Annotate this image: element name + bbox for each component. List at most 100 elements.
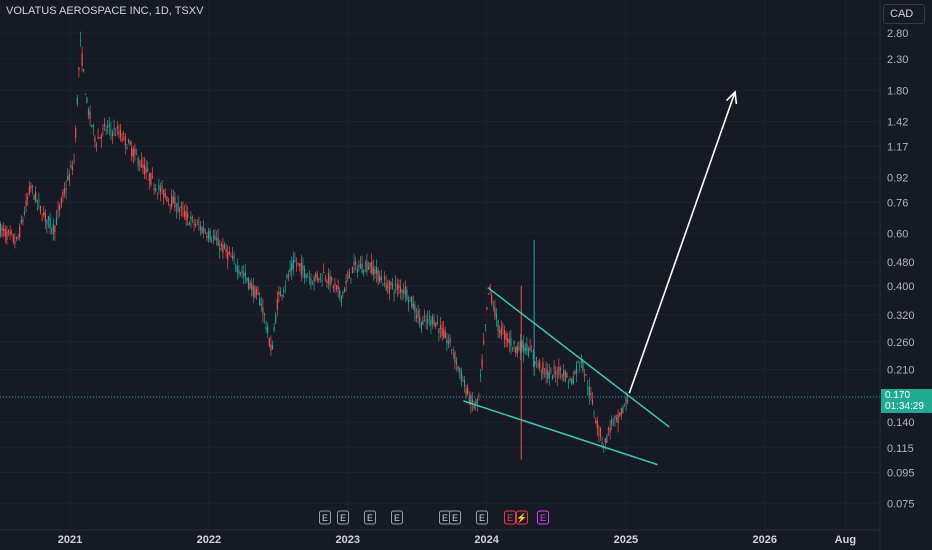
earnings-events[interactable]: E E E E E E E E ⚡ E bbox=[319, 510, 549, 525]
candle-body bbox=[70, 165, 72, 168]
candle-body bbox=[11, 232, 13, 234]
candle-body bbox=[502, 329, 504, 330]
candle-body bbox=[235, 267, 237, 269]
bar-countdown: 01:34:29 bbox=[885, 401, 924, 412]
earnings-badge-box[interactable] bbox=[449, 510, 461, 525]
candle-body bbox=[142, 164, 144, 168]
candle-body bbox=[159, 187, 162, 193]
currency-button[interactable]: CAD bbox=[883, 4, 925, 24]
earnings-badge-box[interactable] bbox=[537, 510, 549, 525]
candle-body bbox=[204, 232, 206, 234]
earnings-badge[interactable]: E bbox=[337, 510, 349, 525]
candle-body bbox=[262, 307, 264, 314]
earnings-badge[interactable]: E bbox=[537, 510, 549, 525]
candle-body bbox=[110, 130, 112, 131]
candle-body bbox=[404, 286, 406, 295]
earnings-badge[interactable]: E bbox=[364, 510, 376, 525]
candle-body bbox=[572, 376, 574, 384]
earnings-badge[interactable]: E bbox=[504, 510, 516, 525]
earnings-badge-box[interactable] bbox=[337, 510, 349, 525]
earnings-badge-box[interactable] bbox=[391, 510, 403, 525]
candle-body bbox=[495, 313, 498, 320]
earnings-badge-box[interactable] bbox=[364, 510, 376, 525]
candle-body bbox=[521, 341, 523, 349]
candle-body bbox=[347, 277, 349, 279]
candle-body bbox=[182, 208, 184, 209]
candle-body bbox=[212, 236, 214, 238]
candle-body bbox=[12, 234, 14, 242]
candle-body bbox=[108, 124, 110, 127]
y-tick-label: 0.115 bbox=[887, 443, 914, 455]
arrow-shaft[interactable] bbox=[628, 91, 736, 394]
candle-body bbox=[311, 284, 314, 285]
candle-body bbox=[166, 196, 168, 202]
earnings-badge[interactable]: E bbox=[319, 510, 331, 525]
earnings-badge[interactable]: E bbox=[439, 510, 451, 525]
candle-body bbox=[9, 231, 11, 235]
earnings-badge[interactable]: E bbox=[476, 510, 488, 525]
earnings-badge-box[interactable] bbox=[516, 510, 528, 525]
earnings-badge-label: E bbox=[394, 513, 400, 523]
candle-body bbox=[129, 141, 131, 145]
candle-body bbox=[574, 371, 576, 374]
last-price-value: 0.170 bbox=[885, 390, 911, 401]
candle-body bbox=[134, 148, 136, 154]
candle-body bbox=[171, 195, 173, 207]
trendlines[interactable] bbox=[463, 286, 670, 466]
candle-body bbox=[609, 428, 611, 432]
candle-body bbox=[427, 318, 429, 324]
candlestick-series bbox=[0, 31, 629, 460]
candle-body bbox=[481, 359, 483, 368]
candle-body bbox=[358, 265, 360, 267]
candle-body bbox=[375, 266, 378, 274]
candle-body bbox=[68, 174, 70, 181]
candle-body bbox=[54, 225, 56, 233]
earnings-badge-box[interactable] bbox=[476, 510, 488, 525]
candle-body bbox=[115, 135, 117, 136]
candle-body bbox=[103, 123, 106, 126]
candle-body bbox=[446, 339, 448, 344]
candle-body bbox=[271, 345, 274, 350]
candle-body bbox=[27, 197, 29, 199]
candle-body bbox=[206, 236, 208, 238]
candle-body bbox=[415, 315, 418, 319]
candle-body bbox=[35, 191, 37, 202]
candle-body bbox=[183, 211, 186, 217]
candle-body bbox=[612, 418, 614, 420]
y-tick-label: 0.095 bbox=[887, 468, 915, 480]
projection-arrow[interactable] bbox=[628, 90, 738, 394]
candle-body bbox=[127, 139, 130, 143]
candle-body bbox=[7, 230, 10, 232]
candle-body bbox=[105, 129, 107, 131]
candle-body bbox=[20, 219, 22, 224]
candle-body bbox=[566, 373, 568, 378]
price-axis[interactable]: 2.80 2.30 1.80 1.42 1.17 0.92 0.76 0.60 0.480 0.4… bbox=[879, 0, 915, 550]
candle-body bbox=[23, 211, 26, 215]
candle-body bbox=[116, 126, 118, 129]
candle-body bbox=[270, 344, 272, 351]
candle-body bbox=[51, 228, 53, 230]
trendline-lower[interactable] bbox=[463, 400, 658, 466]
candle-body bbox=[353, 261, 355, 266]
candle-body bbox=[55, 217, 58, 225]
arrow-head[interactable] bbox=[725, 90, 738, 105]
earnings-badge[interactable]: ⚡ bbox=[516, 510, 528, 525]
time-axis[interactable]: 2021 2022 2023 2024 2025 2026 Aug bbox=[0, 529, 880, 546]
earnings-badge-box[interactable] bbox=[319, 510, 331, 525]
candle-body bbox=[63, 188, 66, 194]
candle-body bbox=[619, 412, 621, 416]
candle-body bbox=[385, 283, 387, 291]
candle-body bbox=[131, 148, 133, 157]
candle-body bbox=[601, 442, 603, 444]
candle-body bbox=[79, 39, 82, 41]
candle-body bbox=[174, 197, 176, 208]
earnings-badge-box[interactable] bbox=[504, 510, 516, 525]
candle-body bbox=[443, 328, 445, 338]
candle-body bbox=[297, 262, 299, 264]
candle-body bbox=[15, 236, 18, 239]
trendline-upper[interactable] bbox=[487, 286, 670, 428]
earnings-badge-label: E bbox=[507, 513, 513, 523]
earnings-badge[interactable]: E bbox=[449, 510, 461, 525]
earnings-badge[interactable]: E bbox=[391, 510, 403, 525]
